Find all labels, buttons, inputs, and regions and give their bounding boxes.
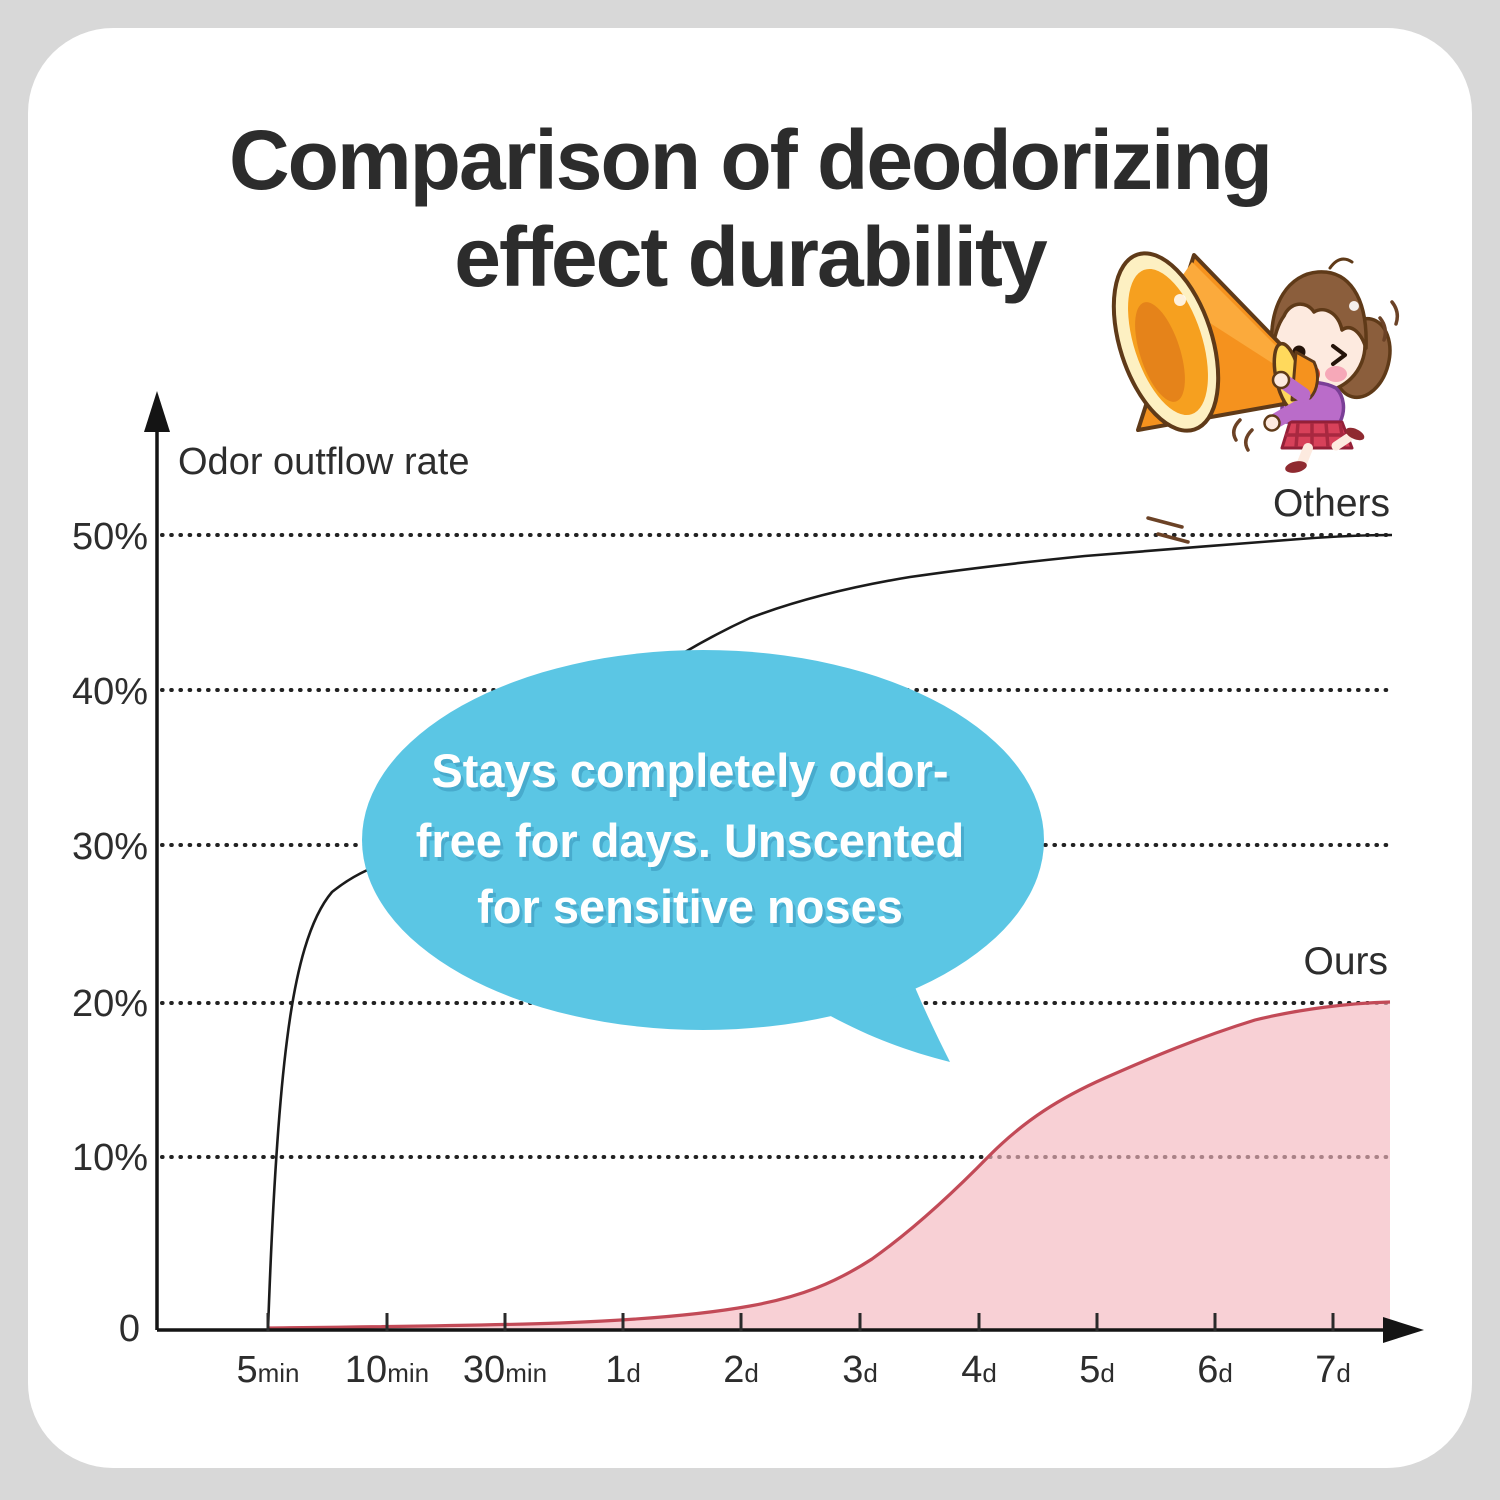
megaphone-icon [1111,251,1319,433]
x-label-5d: 5d [1079,1349,1115,1391]
x-label-unit: d [863,1358,877,1388]
y-label-0: 0 [119,1308,140,1350]
girl-back-leg [1331,433,1353,451]
girl-blush [1325,366,1347,382]
y-label-10: 10% [72,1137,148,1179]
x-label-unit: d [1336,1358,1350,1388]
x-label-value: 6 [1197,1349,1218,1391]
x-label-value: 5 [1079,1349,1100,1391]
x-axis-labels: 5min 10min 30min 1d 2d 3d 4d 5d 6d 7d [236,1349,1350,1391]
motion-dash [1244,428,1254,452]
speech-bubble: Stays completely odor- free for days. Un… [362,650,1044,1062]
girl-skirt [1280,420,1354,450]
ours-series-area [268,1002,1390,1330]
girl-eye-wink [1331,344,1347,366]
girl-front-hand [1271,370,1291,390]
x-label-unit: d [744,1358,758,1388]
x-label-unit: min [387,1358,429,1388]
x-label-3d: 3d [842,1349,878,1391]
y-label-20: 20% [72,983,148,1025]
girl-hair [1269,270,1368,354]
y-axis-labels: 50% 40% 30% 20% 10% 0 [72,516,148,1350]
motion-dash [1378,316,1388,342]
bubble-text-line-2: free for days. Unscented [416,814,965,867]
x-label-value: 7 [1315,1349,1336,1391]
x-label-10min: 10min [345,1349,429,1391]
bubble-text-line-1: Stays completely odor- [431,744,948,797]
megaphone-bell-shadow [1135,302,1185,402]
girl-front-arm [1278,375,1311,403]
x-label-7d: 7d [1315,1349,1351,1391]
x-label-unit: min [258,1358,300,1388]
y-label-30: 30% [72,826,148,868]
motion-dash [1156,532,1190,544]
others-series-label: Others [1273,482,1390,525]
x-label-value: 10 [345,1349,387,1391]
y-label-40: 40% [72,671,148,713]
x-label-4d: 4d [961,1349,997,1391]
megaphone-cone-highlight [1168,262,1282,368]
megaphone-bell-highlight [1174,294,1186,306]
title-line-1: Comparison of deodorizing [229,113,1273,207]
motion-dash [1146,516,1184,529]
speech-bubble-body [362,650,1044,1030]
x-label-unit: d [982,1358,996,1388]
x-axis-arrow-icon [1383,1317,1424,1343]
girl-swing-arm [1269,400,1306,428]
x-label-value: 5 [236,1349,257,1391]
title-line-2: effect durability [454,210,1047,305]
motion-dash [1232,418,1242,442]
x-label-unit: d [626,1358,640,1388]
x-label-unit: min [505,1358,547,1388]
megaphone-girl-illustration [1111,251,1400,544]
y-axis-title: Odor outflow rate [178,441,469,483]
x-label-1d: 1d [605,1349,641,1391]
axes [144,391,1424,1343]
x-label-5min: 5min [236,1349,299,1391]
girl-front-shoe [1285,461,1307,473]
x-label-value: 3 [842,1349,863,1391]
motion-dash [1390,300,1400,326]
y-label-50: 50% [72,516,148,558]
bubble-text-line-3: for sensitive noses [477,880,903,933]
girl-back-shoe [1345,427,1365,441]
ours-series-label: Ours [1303,940,1388,983]
girl-hair-highlight [1349,301,1359,311]
girl-swing-hand [1263,414,1281,432]
x-label-6d: 6d [1197,1349,1233,1391]
x-axis-ticks [266,1313,1335,1331]
x-label-30min: 30min [463,1349,547,1391]
x-label-value: 4 [961,1349,982,1391]
ours-series-line [267,1000,1391,1330]
motion-dashes [1146,300,1400,544]
speech-bubble-tail [816,962,950,1062]
x-label-2d: 2d [723,1349,759,1391]
girl-skirt-plaid [1285,422,1349,448]
x-label-value: 30 [463,1349,505,1391]
page-title: Comparison of deodorizing effect durabili… [0,112,1500,307]
girl-hair-curl [1328,257,1354,270]
girl-front-leg [1297,443,1313,468]
x-label-value: 2 [723,1349,744,1391]
x-label-unit: d [1100,1358,1114,1388]
y-axis-arrow-icon [144,391,170,432]
x-label-value: 1 [605,1349,626,1391]
x-label-unit: d [1218,1358,1232,1388]
